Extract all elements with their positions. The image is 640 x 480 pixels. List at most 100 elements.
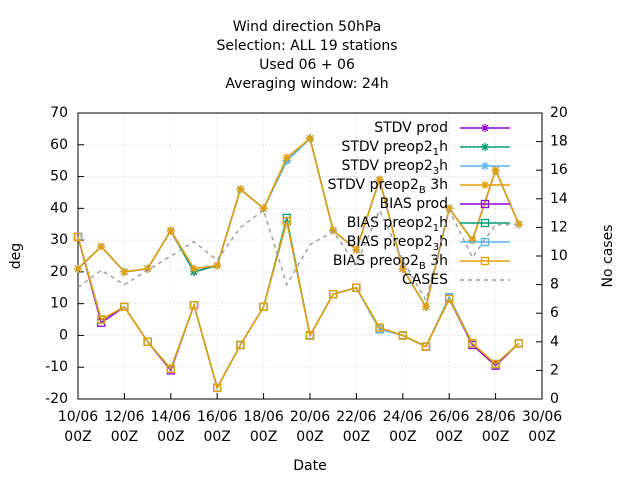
x-tick-label: 10/06 00Z bbox=[58, 409, 98, 445]
data-point bbox=[259, 302, 268, 311]
data-point bbox=[329, 289, 338, 299]
chart-title: Wind direction 50hPa bbox=[233, 19, 382, 35]
x-tick-label-line: 00Z bbox=[203, 429, 230, 445]
legend-label-part: STDV preop2 bbox=[341, 139, 432, 155]
series-line bbox=[77, 208, 519, 303]
data-point bbox=[306, 134, 314, 143]
legend-label-part: h bbox=[439, 139, 448, 155]
data-point bbox=[305, 331, 315, 340]
legend-label-sub: B bbox=[419, 185, 426, 196]
data-point bbox=[491, 359, 500, 369]
data-point bbox=[514, 339, 523, 348]
x-axis-label: Date bbox=[293, 458, 326, 474]
legend-label: CASES bbox=[402, 272, 448, 288]
series-line bbox=[77, 220, 520, 390]
data-point bbox=[166, 226, 175, 235]
y2-tick-label: 20 bbox=[550, 105, 568, 121]
chart-title: Selection: ALL 19 stations bbox=[216, 38, 397, 54]
data-point bbox=[97, 242, 106, 251]
x-tick-label-line: 20/06 bbox=[290, 409, 330, 425]
x-tick-label: 28/06 00Z bbox=[475, 409, 515, 445]
y2-tick-label: 18 bbox=[550, 134, 568, 150]
legend-marker bbox=[480, 199, 490, 209]
data-point bbox=[468, 236, 477, 245]
x-tick-label-line: 00Z bbox=[389, 429, 416, 445]
legend-label: BIAS prod bbox=[380, 196, 448, 212]
legend-marker bbox=[480, 218, 490, 228]
data-point bbox=[97, 315, 106, 324]
x-tick-label-line: 26/06 bbox=[429, 409, 469, 425]
x-tick-label-line: 28/06 bbox=[475, 409, 515, 425]
x-tick-label: 24/06 00Z bbox=[383, 409, 423, 445]
y2-tick-label: 6 bbox=[550, 305, 559, 321]
y2-tick-label: 2 bbox=[550, 362, 559, 378]
data-point bbox=[120, 302, 129, 311]
legend-label: STDV prod bbox=[374, 120, 448, 136]
y-tick-label: 30 bbox=[50, 232, 68, 248]
y-tick-label: 60 bbox=[50, 137, 68, 153]
data-point bbox=[73, 232, 83, 242]
data-point bbox=[352, 283, 361, 292]
data-point bbox=[213, 261, 222, 270]
legend-label-part: STDV preop2 bbox=[341, 158, 432, 174]
data-point bbox=[491, 166, 500, 175]
y-tick-label: 10 bbox=[50, 296, 68, 312]
data-point bbox=[329, 226, 338, 235]
legend-label-part: STDV preop2 bbox=[328, 177, 419, 193]
y2-axis-label: No cases bbox=[600, 225, 616, 288]
data-point bbox=[375, 323, 384, 332]
legend-label: STDV preop2B 3h bbox=[328, 177, 448, 196]
data-point bbox=[445, 294, 454, 304]
y2-tick-label: 10 bbox=[550, 248, 568, 264]
x-tick-label-line: 10/06 bbox=[58, 409, 98, 425]
x-tick-label-line: 00Z bbox=[296, 429, 323, 445]
data-point bbox=[166, 364, 175, 373]
x-tick-label-line: 14/06 bbox=[151, 409, 191, 425]
legend-label-sub: 3 bbox=[433, 166, 439, 177]
x-tick-label-line: 30/06 bbox=[522, 409, 562, 425]
legend-label-part: h bbox=[439, 215, 448, 231]
legend-label-sub: 3 bbox=[433, 242, 439, 253]
y2-tick-label: 8 bbox=[550, 277, 559, 293]
legend-label-part: BIAS preop2 bbox=[347, 234, 433, 250]
x-tick-label-line: 16/06 bbox=[197, 409, 237, 425]
x-tick-label-line: 12/06 bbox=[104, 409, 144, 425]
y2-tick-label: 12 bbox=[550, 219, 568, 235]
data-point bbox=[421, 342, 431, 351]
legend-label-part: BIAS preop2 bbox=[347, 215, 433, 231]
x-tick-label: 16/06 00Z bbox=[197, 409, 237, 445]
legend-marker bbox=[480, 256, 490, 266]
data-point bbox=[398, 264, 407, 273]
data-point bbox=[236, 340, 245, 350]
y-tick-label: -10 bbox=[45, 359, 68, 375]
legend-label-sub: 1 bbox=[433, 223, 439, 234]
data-point bbox=[398, 331, 407, 340]
legend-label-part: 3h bbox=[426, 177, 448, 193]
legend-marker bbox=[480, 237, 490, 247]
y-tick-label: 70 bbox=[50, 105, 68, 121]
data-point bbox=[120, 267, 129, 276]
chart-title: Used 06 + 06 bbox=[259, 57, 355, 73]
x-tick-label-line: 00Z bbox=[482, 429, 509, 445]
x-tick-label-line: 18/06 bbox=[243, 409, 283, 425]
y2-tick-label: 14 bbox=[550, 191, 568, 207]
data-point bbox=[189, 301, 199, 310]
y-axis-label: deg bbox=[8, 243, 24, 269]
x-tick-label-line: 00Z bbox=[343, 429, 370, 445]
x-tick-label: 18/06 00Z bbox=[243, 409, 283, 445]
data-point bbox=[514, 220, 523, 229]
x-tick-label-line: 22/06 bbox=[336, 409, 376, 425]
data-point bbox=[259, 204, 268, 213]
x-tick-label-line: 00Z bbox=[111, 429, 138, 445]
x-tick-label: 12/06 00Z bbox=[104, 409, 144, 445]
legend-label-part: h bbox=[439, 234, 448, 250]
y-tick-label: 50 bbox=[50, 169, 68, 185]
data-point bbox=[236, 185, 245, 194]
y-tick-label: 0 bbox=[59, 327, 68, 343]
legend-marker bbox=[481, 181, 489, 189]
data-point bbox=[375, 175, 384, 184]
legend-label: BIAS preop2B 3h bbox=[333, 253, 448, 272]
y2-tick-label: 0 bbox=[550, 391, 559, 407]
legend-label: STDV preop21h bbox=[341, 139, 448, 158]
